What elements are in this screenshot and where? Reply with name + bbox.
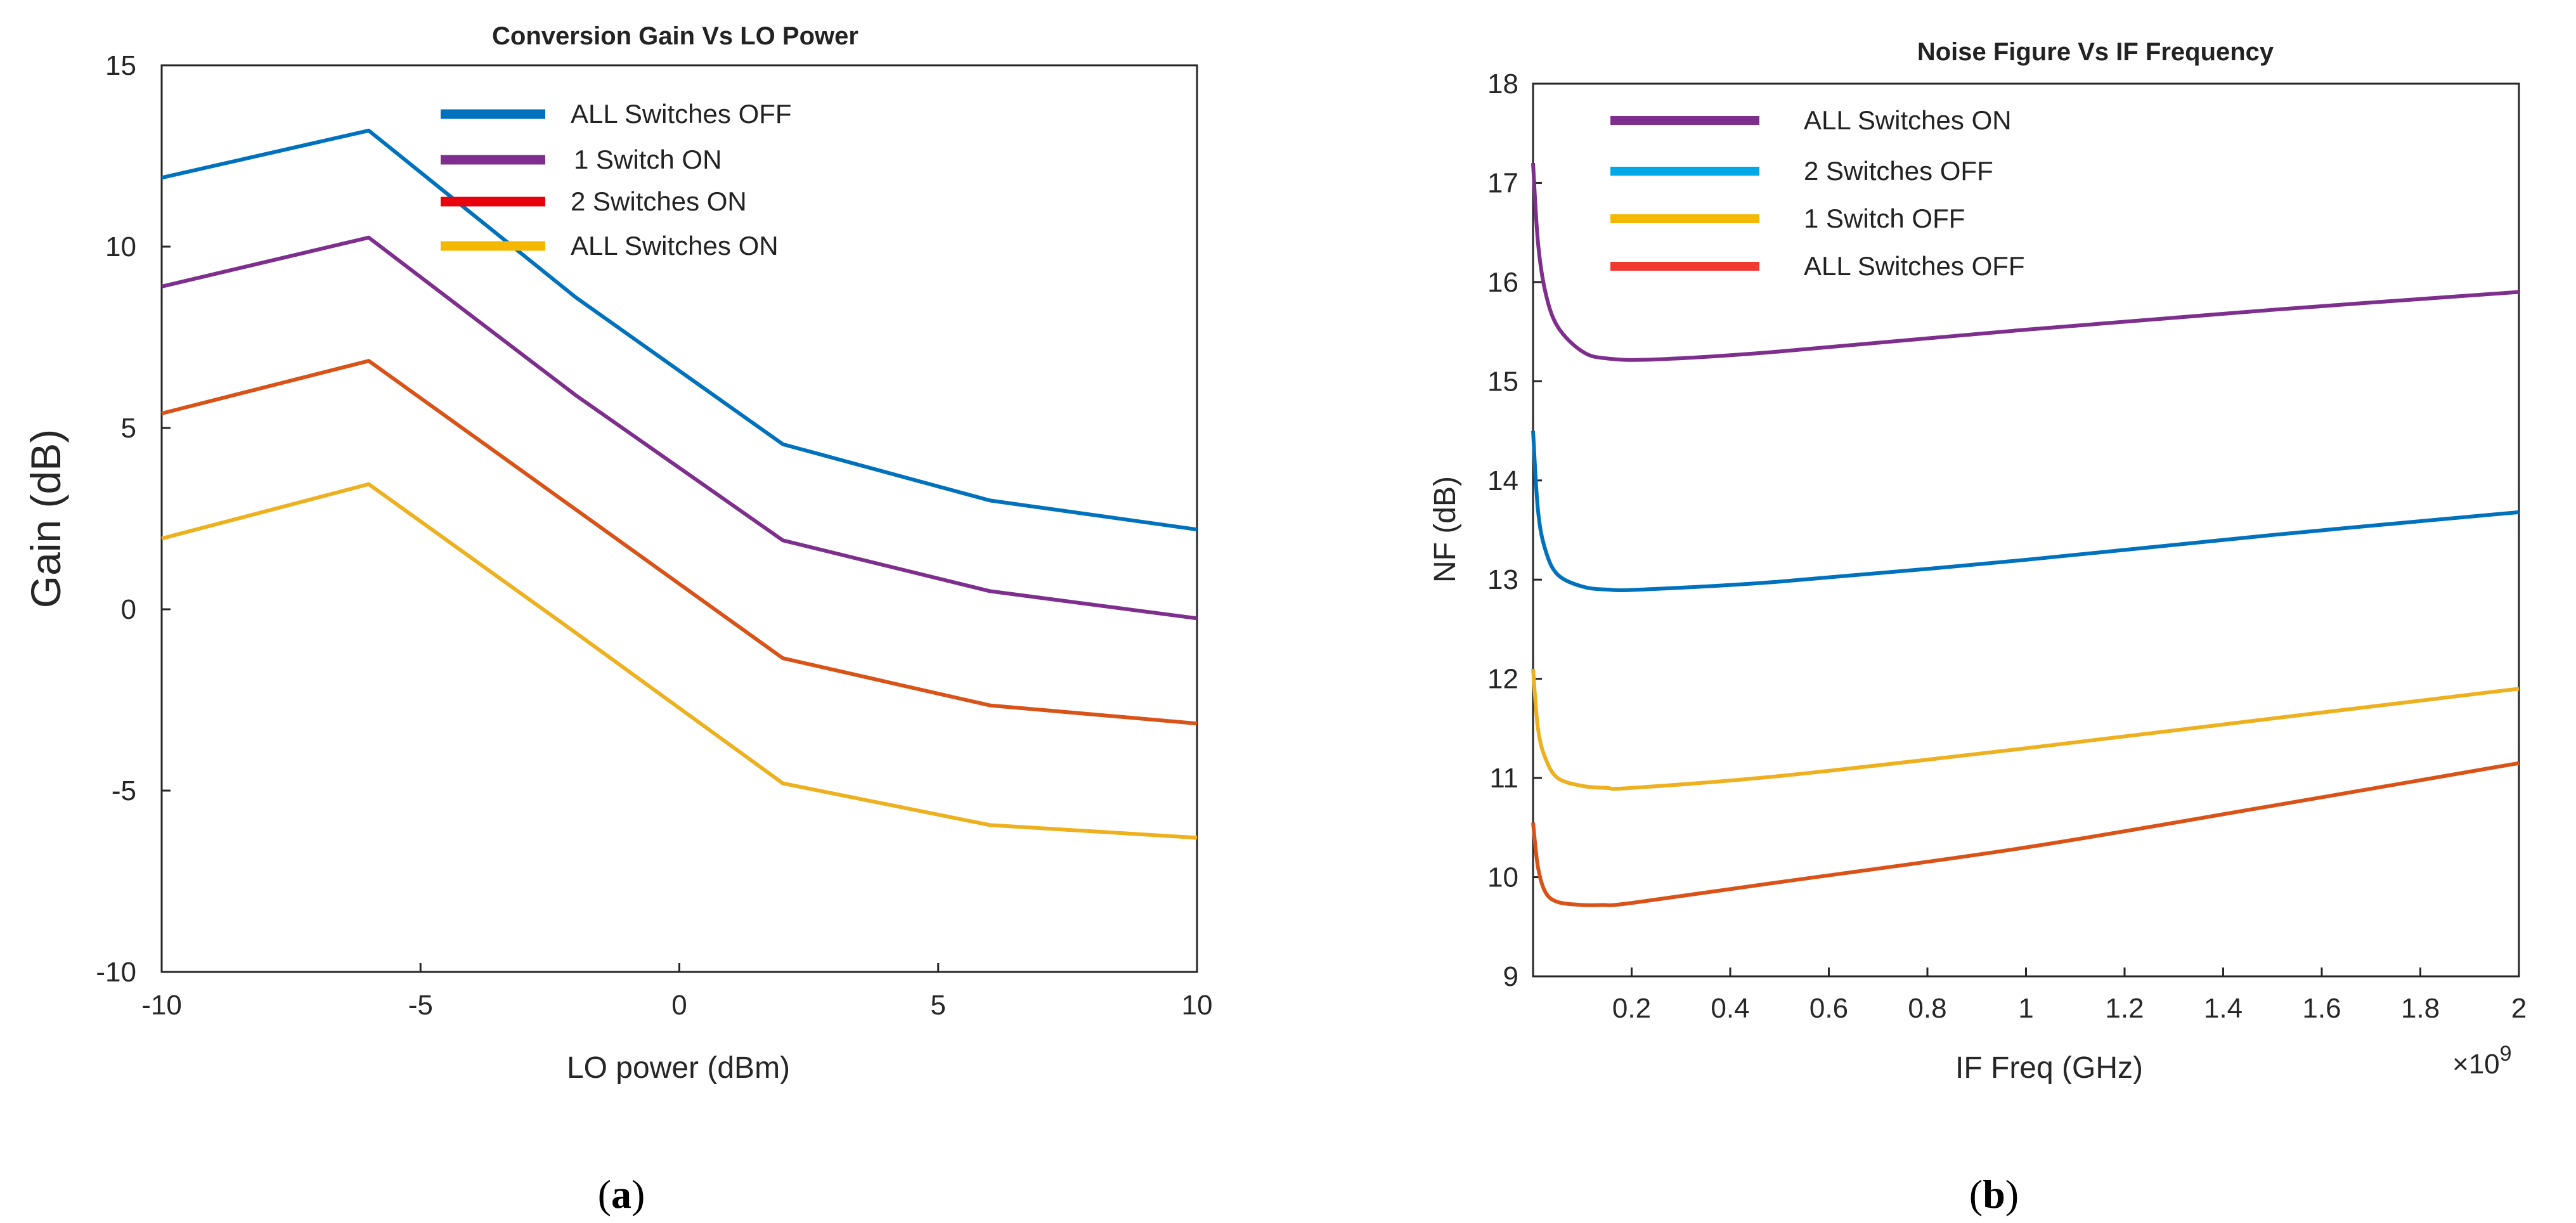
y-tick-label: 13 — [1487, 564, 1518, 595]
series-line-all-switches-on — [1531, 162, 2520, 362]
y-tick-label: 0 — [121, 594, 136, 625]
series-line-all-switches-off — [1531, 761, 2520, 907]
x-tick-label: 1.6 — [2302, 993, 2341, 1024]
x-tick-label: 1.8 — [2401, 993, 2440, 1024]
x-tick-label: 0.6 — [1809, 993, 1848, 1024]
chart-a-y-label: Gain (dB) — [22, 429, 69, 608]
legend-label: 1 Switch OFF — [1804, 204, 1965, 233]
y-tick-label: 15 — [105, 50, 136, 81]
legend-label: ALL Switches OFF — [571, 99, 792, 129]
chart-b-caption: (b) — [1969, 1172, 2019, 1217]
series-line-1-switch-on — [161, 235, 1198, 621]
y-tick-label: 12 — [1487, 664, 1518, 695]
x-tick-label: 5 — [931, 990, 946, 1021]
series-line-all-switches-off — [161, 128, 1198, 532]
y-tick-label: 9 — [1503, 961, 1518, 992]
y-tick-label: 5 — [121, 413, 136, 444]
y-tick-label: -5 — [112, 775, 136, 806]
chart-a-caption-letter: a — [611, 1172, 631, 1217]
series-line-1-switch-off — [1531, 668, 2520, 791]
chart-b-legend: ALL Switches ON 2 Switches OFF 1 Switch OF… — [1610, 105, 2025, 281]
legend-label: ALL Switches ON — [1804, 105, 2012, 135]
legend-label: ALL Switches ON — [571, 231, 779, 261]
x-tick-label: 2 — [2511, 993, 2527, 1024]
legend-label: 2 Switches OFF — [1804, 156, 1993, 186]
chart-b-y-ticks: 9 10 11 12 13 14 15 16 17 18 — [1487, 68, 1542, 992]
y-tick-label: 17 — [1487, 167, 1518, 198]
chart-b-y-label: NF (dB) — [1428, 476, 1462, 583]
chart-a-series — [161, 128, 1198, 840]
x-tick-label: 0.4 — [1711, 993, 1749, 1024]
chart-a-title: Conversion Gain Vs LO Power — [492, 22, 858, 50]
y-tick-label: 10 — [105, 231, 136, 262]
series-line-2-switches-off — [1531, 430, 2520, 592]
legend-label: 1 Switch ON — [574, 145, 722, 174]
y-tick-label: 14 — [1487, 465, 1518, 496]
chart-a-legend: ALL Switches OFF 1 Switch ON 2 Switches ON… — [441, 99, 792, 261]
y-tick-label: 11 — [1489, 763, 1518, 794]
x-tick-label: 1.2 — [2105, 993, 2144, 1024]
series-line-all-switches-on — [161, 482, 1198, 840]
chart-b-exponent-base: ×10 — [2452, 1049, 2500, 1080]
chart-b-series — [1531, 162, 2520, 907]
x-tick-label: -10 — [141, 990, 182, 1021]
y-tick-label: 10 — [1487, 862, 1518, 893]
legend-label: ALL Switches OFF — [1804, 251, 2025, 281]
chart-a-x-ticks: -10 -5 0 5 10 — [141, 963, 1212, 1021]
chart-b-exponent: ×109 — [2452, 1042, 2512, 1080]
chart-b-x-ticks: 0.2 0.4 0.6 0.8 1 1.2 1.4 1.6 1.8 2 — [1612, 967, 2527, 1024]
x-tick-label: 1 — [2018, 993, 2033, 1024]
chart-b: Noise Figure Vs IF Frequency 91011121314… — [1428, 38, 2527, 1217]
x-tick-label: 10 — [1182, 990, 1213, 1021]
y-tick-label: -10 — [96, 957, 136, 988]
chart-a-caption: (a) — [598, 1172, 645, 1217]
x-tick-label: 0 — [671, 990, 687, 1021]
chart-b-x-label: IF Freq (GHz) — [1955, 1051, 2143, 1085]
y-tick-label: 16 — [1487, 267, 1518, 298]
y-tick-label: 18 — [1487, 68, 1518, 100]
chart-b-exponent-power: 9 — [2500, 1042, 2512, 1066]
x-tick-label: 0.8 — [1908, 993, 1946, 1024]
series-line-2-switches-on — [161, 359, 1198, 726]
chart-a: Conversion Gain Vs LO Power -10-5051015 … — [22, 22, 1212, 1217]
chart-a-x-label: LO power (dBm) — [567, 1051, 790, 1085]
chart-b-title: Noise Figure Vs IF Frequency — [1917, 38, 2274, 66]
x-tick-label: 1.4 — [2204, 993, 2243, 1024]
chart-a-y-ticks: -10 -5 0 5 10 15 — [96, 50, 171, 988]
y-tick-label: 15 — [1487, 366, 1518, 397]
x-tick-label: 0.2 — [1612, 993, 1651, 1024]
chart-b-caption-letter: b — [1983, 1172, 2005, 1217]
legend-label: 2 Switches ON — [571, 186, 747, 216]
x-tick-label: -5 — [408, 990, 433, 1021]
